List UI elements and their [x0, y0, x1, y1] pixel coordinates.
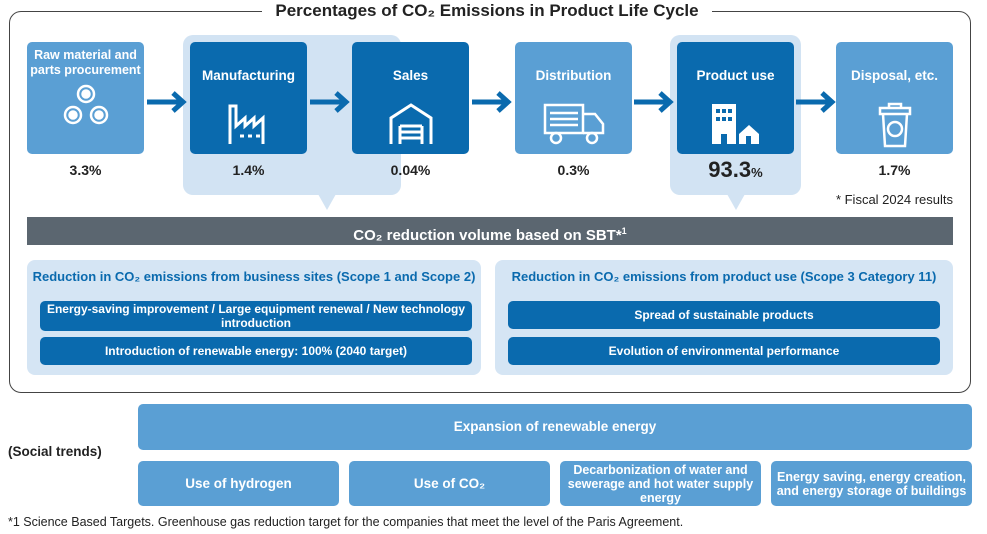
building-house-icon: [711, 104, 759, 144]
measure-energy-saving: Energy-saving improvement / Large equipm…: [40, 301, 472, 331]
trend-water-decarbonization: Decarbonization of water and sewerage an…: [560, 461, 761, 506]
arrow-icon: [472, 91, 512, 113]
percent-distribution: 0.3%: [557, 162, 590, 178]
warehouse-icon: [389, 103, 432, 144]
percent-manufacturing: 1.4%: [232, 162, 265, 178]
fiscal-note: * Fiscal 2024 results: [835, 192, 953, 207]
stage-product-use: Product use: [677, 42, 794, 154]
trend-buildings-energy: Energy saving, energy creation, and ener…: [771, 461, 972, 506]
factory-icon: [228, 104, 264, 144]
pointer: [727, 194, 745, 210]
trend-renewable-energy: Expansion of renewable energy: [138, 404, 972, 450]
arrow-icon: [634, 91, 674, 113]
percent-disposal: 1.7%: [878, 162, 911, 178]
stage-manufacturing: Manufacturing: [190, 42, 307, 154]
pointer: [318, 194, 336, 210]
footnote: *1 Science Based Targets. Greenhouse gas…: [8, 515, 684, 529]
stage-label: Disposal, etc.: [850, 68, 939, 83]
diagram-title: Percentages of CO₂ Emissions in Product …: [262, 0, 712, 22]
circles-icon: [63, 84, 108, 125]
panel-title: Reduction in CO₂ emissions from business…: [32, 269, 476, 284]
percent-raw-material: 3.3%: [69, 162, 102, 178]
trend-co2: Use of CO₂: [349, 461, 550, 506]
social-trends-label: (Social trends): [8, 444, 102, 459]
stage-disposal: Disposal, etc.: [836, 42, 953, 154]
sbt-footnote-ref: 1: [621, 226, 627, 236]
sbt-text: CO₂ reduction volume based on SBT*: [353, 227, 622, 244]
stage-sales: Sales: [352, 42, 469, 154]
trend-hydrogen: Use of hydrogen: [138, 461, 339, 506]
stage-label: Raw material and parts procurement: [30, 48, 141, 77]
stage-label: Distribution: [535, 68, 612, 83]
arrow-icon: [310, 91, 350, 113]
panel-title: Reduction in CO₂ emissions from product …: [511, 269, 937, 284]
panel-business-sites: Reduction in CO₂ emissions from business…: [27, 260, 481, 375]
percent-product-use: 93.3%: [677, 157, 794, 183]
stage-label: Sales: [392, 68, 429, 83]
percent-value: 93.3: [708, 157, 752, 182]
measure-renewable-energy: Introduction of renewable energy: 100% (…: [40, 337, 472, 365]
truck-icon: [543, 103, 604, 145]
measure-environmental-performance: Evolution of environmental performance: [508, 337, 940, 365]
percent-sales: 0.04%: [390, 162, 431, 178]
arrow-icon: [147, 91, 187, 113]
stage-label: Product use: [696, 68, 775, 83]
stage-raw-material: Raw material and parts procurement: [27, 42, 144, 154]
recycle-bin-icon: [878, 102, 911, 148]
percent-unit: %: [751, 165, 763, 180]
panel-product-use: Reduction in CO₂ emissions from product …: [495, 260, 953, 375]
stage-distribution: Distribution: [515, 42, 632, 154]
measure-sustainable-products: Spread of sustainable products: [508, 301, 940, 329]
arrow-icon: [796, 91, 836, 113]
stage-label: Manufacturing: [202, 68, 295, 83]
sbt-bar: CO₂ reduction volume based on SBT*1: [27, 217, 953, 245]
